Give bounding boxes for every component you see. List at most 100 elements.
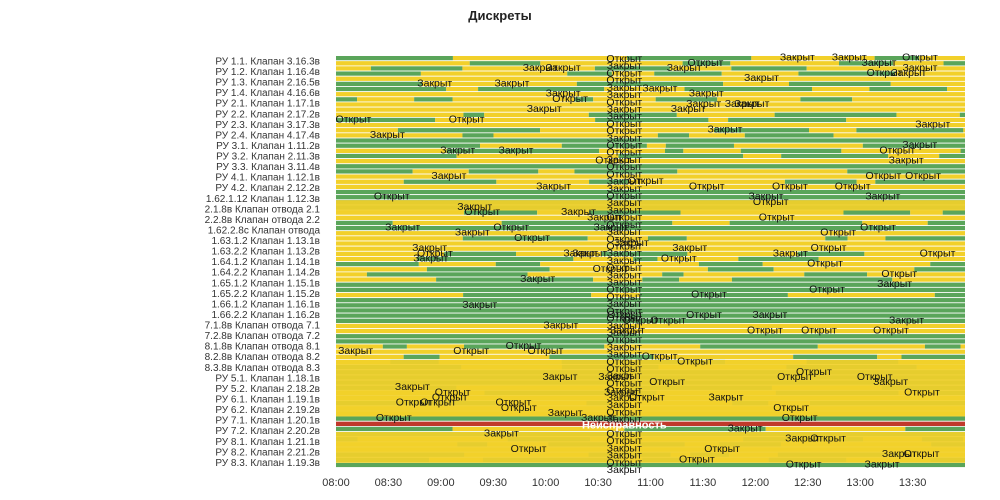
state-segment [463, 210, 538, 215]
row-label: РУ 2.1. Клапан 1.17.1в [215, 99, 320, 110]
state-segment [336, 298, 965, 303]
state-value-label: Открыт [528, 345, 564, 357]
state-segment [806, 66, 965, 71]
x-tick-label: 13:30 [899, 477, 927, 489]
state-value-label: Закрыт [607, 103, 642, 115]
state-value-label: Открыт [661, 252, 697, 264]
state-value-label: Закрыт [607, 248, 642, 260]
state-value-label: Открыт [552, 93, 588, 105]
state-value-label: Открыт [679, 453, 715, 465]
state-segment [462, 133, 494, 138]
state-value-label: Закрыт [607, 327, 642, 339]
row-label: 1.66.1.2 Клапан 1.16.1в [211, 299, 320, 310]
state-value-label: Открыт [905, 170, 941, 182]
row-separator [336, 91, 965, 93]
state-segment [686, 236, 826, 241]
state-value-label: Открыт [606, 334, 642, 346]
row-label: 1.65.2.2 Клапан 1.15.2в [211, 289, 320, 300]
state-value-label: Закрыт [734, 98, 769, 110]
row-separator [336, 338, 965, 340]
state-value-label: Открыт [420, 397, 456, 409]
state-segment [774, 112, 897, 117]
state-segment [336, 184, 965, 190]
state-value-label: Открыт [432, 392, 468, 404]
state-value-label: Закрыт [773, 247, 808, 259]
state-segment [336, 143, 481, 148]
state-value-label: Закрыт [902, 62, 937, 74]
state-segment [336, 277, 437, 282]
state-segment [593, 277, 643, 282]
state-value-label: Открыт [873, 325, 909, 337]
state-value-label: Открыт [606, 406, 642, 418]
row-separator [336, 163, 965, 165]
state-segment [731, 277, 893, 282]
state-value-label: Закрыт [548, 407, 583, 419]
state-segment [731, 66, 807, 71]
state-segment [336, 328, 965, 334]
row-label: РУ 3.1. Клапан 1.11.2в [216, 141, 320, 152]
state-segment [462, 66, 595, 71]
row-separator [336, 286, 965, 288]
state-value-label: Открыт [606, 284, 642, 296]
row-label: 8.2.8в Клапан отвода 8.2 [205, 352, 321, 363]
state-segment [480, 143, 562, 148]
state-value-label: Открыт [796, 366, 832, 378]
state-segment [862, 220, 928, 226]
state-value-label: Закрыт [593, 222, 628, 234]
row-separator [336, 178, 965, 180]
state-segment [464, 344, 605, 349]
state-segment [959, 112, 965, 117]
state-segment [336, 323, 965, 329]
x-tick-label: 11:30 [690, 477, 717, 489]
state-band [336, 200, 965, 211]
row-label: РУ 7.1. Клапан 1.20.1в [215, 416, 320, 427]
state-value-label: Открыт [747, 325, 783, 337]
state-value-label: Закрыт [709, 392, 744, 404]
state-segment [336, 256, 417, 262]
state-value-label: Закрыт [572, 247, 607, 259]
state-segment [435, 117, 596, 123]
state-segment [456, 153, 619, 159]
state-value-label: Закрыт [607, 204, 642, 216]
row-label: 1.64.2.2 Клапан 1.14.2в [211, 268, 320, 279]
state-value-label: Закрыт [862, 57, 897, 69]
state-segment [418, 262, 496, 267]
state-value-label: Открыт [759, 211, 795, 223]
state-segment [639, 292, 788, 298]
state-segment [468, 169, 539, 174]
state-value-label: Открыт [606, 219, 642, 231]
row-separator [336, 111, 965, 113]
state-value-label: Открыт [904, 448, 940, 460]
state-segment [426, 267, 550, 272]
state-segment [743, 153, 782, 159]
row-separator [336, 65, 965, 67]
row-separator [336, 80, 965, 82]
state-segment [336, 231, 965, 236]
state-value-label: Закрыт [607, 320, 642, 332]
row-separator [336, 297, 965, 299]
x-tick-label: 11:00 [637, 477, 664, 489]
state-segment [452, 56, 628, 61]
state-segment [496, 179, 590, 184]
state-segment [875, 179, 965, 184]
state-value-label: Закрыт [607, 341, 642, 353]
state-segment [336, 308, 965, 313]
state-value-label: Открыт [606, 385, 642, 397]
state-segment [336, 339, 965, 344]
state-segment [689, 133, 745, 138]
state-segment [665, 143, 734, 148]
state-segment [892, 277, 965, 282]
state-segment [797, 251, 865, 257]
state-segment [594, 66, 670, 71]
state-segment [627, 56, 752, 61]
state-segment [633, 256, 658, 262]
state-value-label: Открыт [595, 155, 631, 167]
x-tick-label: 09:30 [479, 477, 507, 489]
state-value-label: Закрыт [457, 201, 492, 213]
state-segment [538, 169, 575, 174]
state-segment [576, 81, 724, 87]
row-separator [336, 307, 965, 309]
row-separator [336, 117, 965, 118]
row-label: РУ 2.3. Клапан 3.17.3в [215, 120, 320, 131]
